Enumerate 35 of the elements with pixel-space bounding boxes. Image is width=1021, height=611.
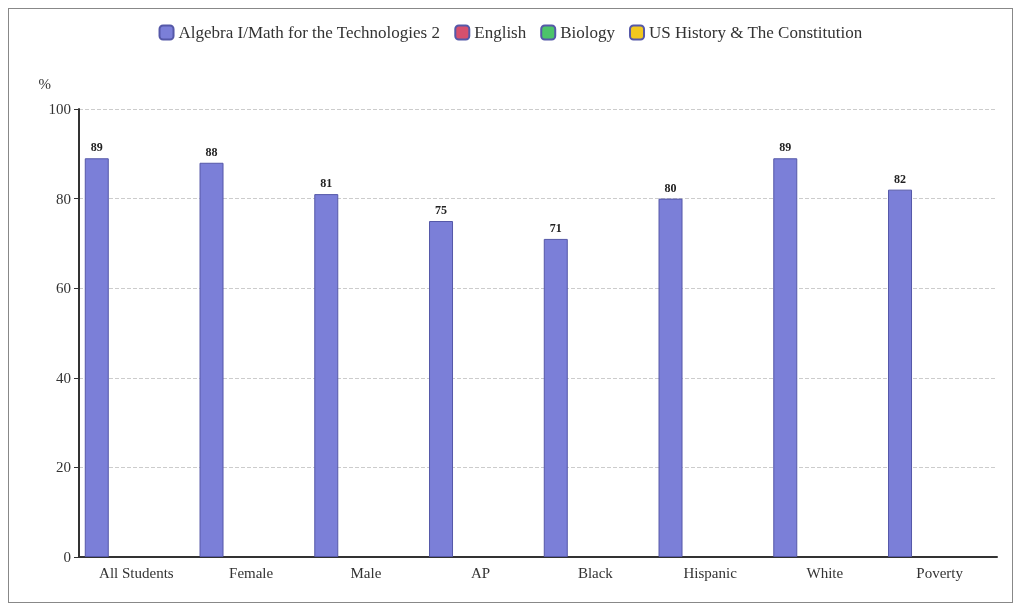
y-tick-label: 20 bbox=[56, 459, 71, 476]
y-tick-label: 0 bbox=[63, 549, 71, 565]
data-label: 88 bbox=[205, 144, 218, 159]
x-tick-label: Poverty bbox=[916, 564, 964, 581]
legend-label: Biology bbox=[560, 23, 616, 42]
x-tick-label: AP bbox=[471, 564, 491, 581]
x-tick-label: Hispanic bbox=[683, 564, 738, 581]
data-label: 75 bbox=[435, 203, 448, 217]
bar bbox=[773, 158, 798, 557]
data-label: 82 bbox=[894, 171, 907, 186]
bar bbox=[314, 194, 339, 557]
legend-label: English bbox=[474, 23, 527, 42]
data-label: 71 bbox=[549, 220, 562, 235]
bar bbox=[199, 162, 224, 557]
y-axis-title: % bbox=[38, 75, 51, 92]
legend-label: Algebra I/Math for the Technologies 2 bbox=[178, 23, 440, 42]
bar bbox=[658, 198, 683, 557]
x-tick-label: White bbox=[806, 564, 844, 581]
bar bbox=[543, 238, 568, 557]
data-label: 89 bbox=[90, 140, 103, 155]
y-tick-label: 80 bbox=[56, 190, 71, 207]
data-label: 89 bbox=[779, 140, 792, 155]
y-tick-label: 100 bbox=[48, 101, 71, 117]
x-tick-label: Black bbox=[577, 564, 614, 581]
x-tick-label: Female bbox=[229, 564, 274, 581]
data-label: 81 bbox=[320, 176, 333, 191]
bar bbox=[84, 158, 109, 557]
x-tick-label: All Students bbox=[99, 564, 174, 581]
x-tick-label: Male bbox=[350, 564, 382, 581]
y-tick-label: 60 bbox=[56, 280, 71, 297]
legend-label: US History & The Constitution bbox=[649, 23, 863, 42]
y-tick-label: 40 bbox=[56, 369, 71, 386]
data-label: 80 bbox=[664, 180, 677, 195]
bar bbox=[429, 221, 454, 557]
bar bbox=[888, 189, 913, 557]
